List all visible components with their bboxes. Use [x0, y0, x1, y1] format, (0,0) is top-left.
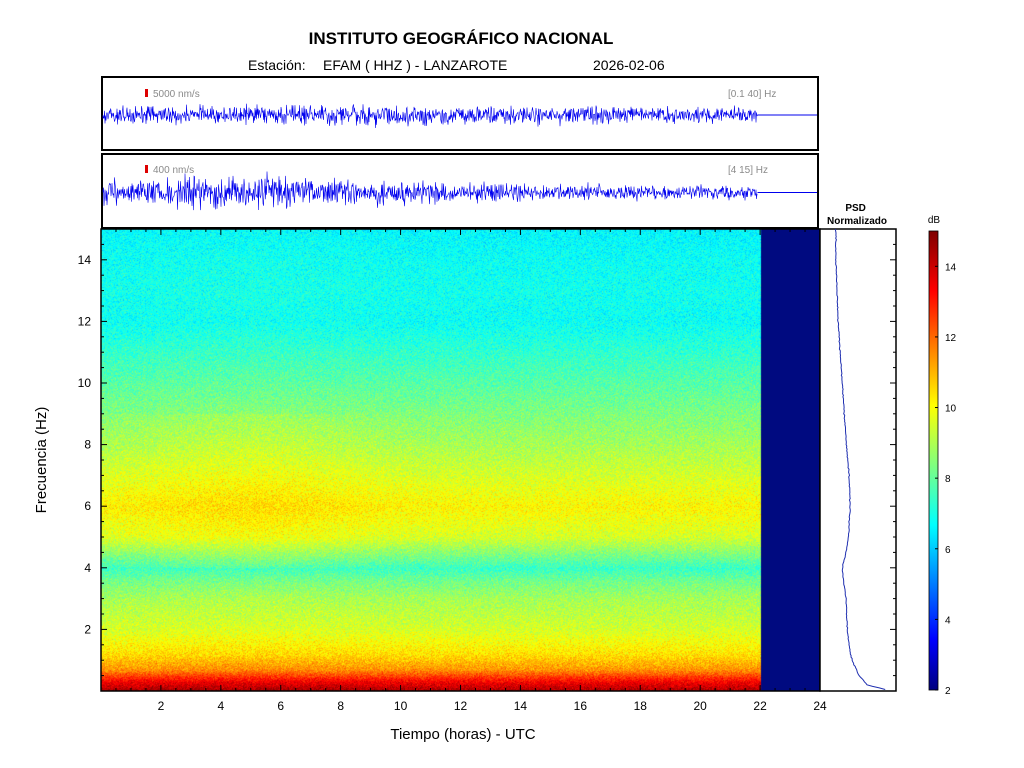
- x-tick-label: 2: [158, 699, 165, 713]
- y-tick-label: 14: [78, 253, 92, 267]
- scale-label-broadband: 5000 nm/s: [153, 89, 200, 100]
- psd-title-line-2: Normalizado: [827, 216, 887, 227]
- seismogram-filtered-panel: 400 nm/s [4 15] Hz: [101, 153, 819, 229]
- colorbar: dB 2 4 6 8 10 12 14: [928, 215, 957, 697]
- scale-marker-icon: [145, 165, 148, 173]
- y-tick-label: 12: [78, 314, 92, 328]
- colorbar-ticks: 2 4 6 8 10 12 14: [935, 262, 957, 697]
- colorbar-tick-label: 8: [945, 474, 951, 485]
- psd-panel: PSD Normalizado: [819, 203, 897, 692]
- colorbar-title: dB: [928, 215, 941, 226]
- scale-marker-icon: [145, 89, 148, 97]
- seismogram-filtered-trace: [102, 171, 817, 211]
- x-tick-label: 18: [634, 699, 648, 713]
- y-tick-label: 6: [84, 499, 91, 513]
- record-date: 2026-02-06: [593, 57, 665, 73]
- y-tick-label: 8: [84, 438, 91, 452]
- y-tick-label: 4: [84, 561, 91, 575]
- scale-label-filtered: 400 nm/s: [153, 165, 194, 176]
- band-label-broadband: [0.1 40] Hz: [728, 89, 776, 100]
- psd-curve: [834, 228, 886, 690]
- colorbar-tick-label: 6: [945, 545, 951, 556]
- psd-title: PSD Normalizado: [827, 203, 887, 227]
- spectrogram-x-axis: 2 4 6 8 10 12 14 16 18 20 22 24: [115, 229, 827, 713]
- x-tick-label: 6: [277, 699, 284, 713]
- spectrogram-heatmap: [101, 229, 820, 691]
- colorbar-tick-label: 14: [945, 262, 957, 273]
- x-axis-label: Tiempo (horas) - UTC: [390, 726, 535, 743]
- y-tick-label: 2: [84, 622, 91, 636]
- band-label-filtered: [4 15] Hz: [728, 165, 768, 176]
- y-tick-label: 10: [78, 376, 92, 390]
- colorbar-gradient: [928, 230, 939, 691]
- x-tick-label: 8: [337, 699, 344, 713]
- y-axis-label: Frecuencia (Hz): [33, 407, 50, 514]
- seismogram-broadband-trace: [102, 103, 817, 129]
- trace-waveform: [102, 171, 758, 211]
- spectrogram-y-axis: 2 4 6 8 10 12 14: [78, 243, 107, 677]
- x-tick-label: 16: [574, 699, 588, 713]
- station-name: EFAM ( HHZ ) - LANZAROTE: [323, 57, 507, 73]
- psd-title-line-1: PSD: [845, 203, 866, 214]
- x-tick-label: 4: [217, 699, 224, 713]
- psd-ticks: [890, 243, 896, 677]
- station-prefix: Estación:: [248, 57, 306, 73]
- x-tick-label: 14: [514, 699, 528, 713]
- colorbar-tick-label: 2: [945, 686, 951, 697]
- seismogram-broadband-panel: 5000 nm/s [0.1 40] Hz: [101, 76, 819, 151]
- x-tick-label: 12: [454, 699, 468, 713]
- trace-waveform: [102, 103, 758, 129]
- x-tick-label: 22: [753, 699, 767, 713]
- colorbar-tick-label: 4: [945, 615, 951, 626]
- psd-frame: [819, 228, 897, 692]
- colorbar-tick-label: 12: [945, 333, 957, 344]
- x-tick-label: 20: [693, 699, 707, 713]
- x-tick-label: 24: [813, 699, 827, 713]
- x-tick-label: 10: [394, 699, 408, 713]
- figure-title: INSTITUTO GEOGRÁFICO NACIONAL: [309, 29, 614, 48]
- colorbar-tick-label: 10: [945, 404, 957, 415]
